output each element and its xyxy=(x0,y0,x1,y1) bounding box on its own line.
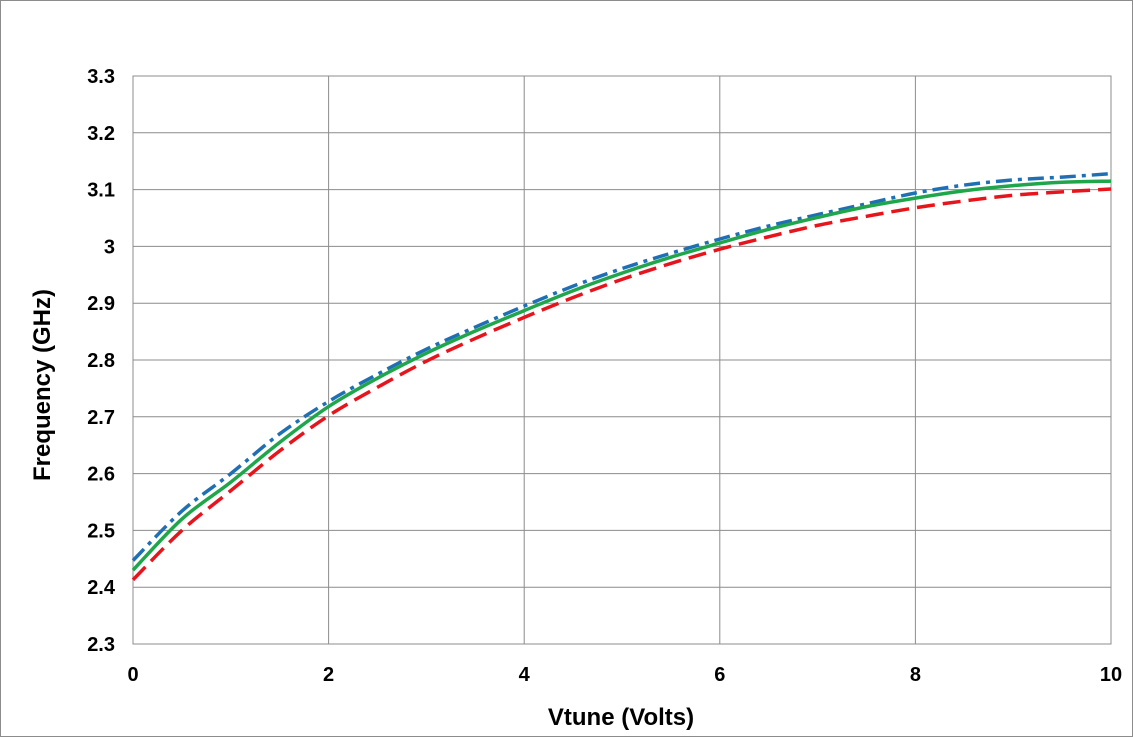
x-axis-title: Vtune (Volts) xyxy=(548,704,694,731)
plot-area xyxy=(132,75,1112,645)
y-tick-label: 2.5 xyxy=(87,520,115,542)
y-tick-label: 2.8 xyxy=(87,350,115,372)
x-tick-label: 10 xyxy=(1100,664,1122,686)
y-tick-label: 3.1 xyxy=(87,180,115,202)
x-tick-label: 8 xyxy=(910,664,921,686)
plot-border xyxy=(132,75,1112,645)
grid-lines xyxy=(132,75,1112,645)
y-tick-labels: 2.3 2.4 2.5 2.6 2.7 2.8 2.9 3 3.1 3.2 3.3 xyxy=(87,66,116,656)
y-tick-label: 3.3 xyxy=(87,66,115,88)
y-axis-title: Frequency (GHz) xyxy=(29,289,56,481)
series-line-3 xyxy=(131,179,1112,572)
x-tick-label: 6 xyxy=(714,664,725,686)
series-line-2 xyxy=(131,187,1112,582)
y-tick-label: 2.3 xyxy=(87,634,115,656)
y-tick-label: 3 xyxy=(104,236,115,258)
y-tick-label: 2.6 xyxy=(87,464,115,486)
x-tick-label: 4 xyxy=(519,664,531,686)
series-layer xyxy=(131,171,1112,582)
x-tick-label: 2 xyxy=(323,664,334,686)
y-tick-label: 2.7 xyxy=(87,407,115,429)
x-tick-label: 0 xyxy=(127,664,138,686)
x-tick-labels: 0 2 4 6 8 10 xyxy=(127,664,1122,686)
y-tick-label: 2.9 xyxy=(87,293,115,315)
y-tick-label: 3.2 xyxy=(87,123,115,145)
y-tick-label: 2.4 xyxy=(87,577,116,599)
series-line-1 xyxy=(131,171,1112,562)
